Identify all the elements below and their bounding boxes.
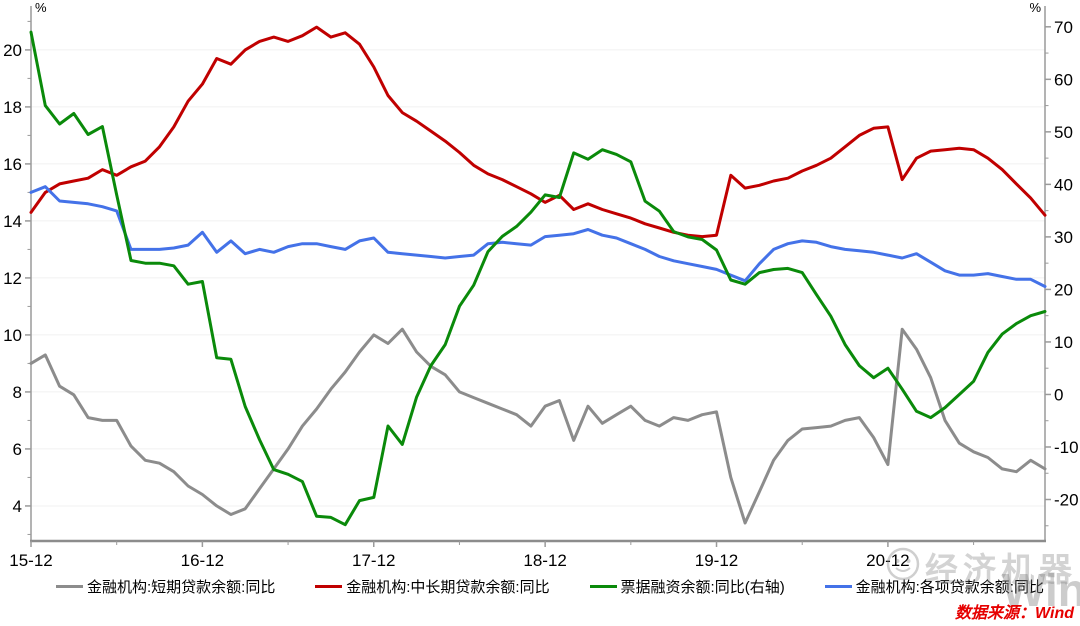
legend-item-2: 票据融资余额:同比(右轴) — [589, 576, 785, 597]
legend-swatch-icon — [315, 585, 343, 588]
legend-label: 金融机构:短期贷款余额:同比 — [87, 579, 276, 596]
y-axis-left-tick-label: 16 — [3, 155, 22, 174]
legend-label: 金融机构:中长期贷款余额:同比 — [346, 579, 550, 596]
y-axis-left-tick-label: 14 — [3, 212, 22, 231]
y-axis-right-tick-label: 0 — [1054, 385, 1063, 404]
y-axis-right-tick-label: 30 — [1054, 228, 1073, 247]
legend-label: 金融机构:各项贷款余额:同比 — [855, 579, 1044, 596]
legend-swatch-icon — [589, 585, 617, 588]
y-axis-right-tick-label: 70 — [1054, 18, 1073, 37]
y-axis-left-tick-label: 6 — [13, 440, 22, 459]
legend-item-3: 金融机构:各项贷款余额:同比 — [824, 576, 1044, 597]
y-axis-right-tick-label: 50 — [1054, 123, 1073, 142]
y-axis-left-unit: % — [35, 0, 47, 15]
legend-swatch-icon — [824, 585, 852, 588]
y-axis-right-tick-label: 60 — [1054, 70, 1073, 89]
legend-swatch-icon — [56, 585, 83, 588]
x-axis-tick-label: 16-12 — [181, 551, 224, 570]
series-line-shortterm — [29, 327, 1047, 525]
y-axis-left-tick-label: 8 — [13, 383, 22, 402]
y-axis-right-tick-label: 10 — [1054, 333, 1073, 352]
x-axis-tick-label: 17-12 — [352, 551, 395, 570]
y-axis-left-tick-label: 18 — [3, 98, 22, 117]
y-axis-right-tick-label: 40 — [1054, 175, 1073, 194]
y-axis-left-tick-label: 4 — [13, 497, 22, 516]
legend-item-1: 金融机构:中长期贷款余额:同比 — [315, 576, 550, 597]
y-axis-right-tick-label: -10 — [1054, 438, 1079, 457]
x-axis-tick-label: 18-12 — [523, 551, 566, 570]
y-axis-right-tick-label: 20 — [1054, 280, 1073, 299]
x-axis-tick-label: 15-12 — [9, 551, 52, 570]
series-line-loans_total — [29, 185, 1047, 288]
data-source-note: 数据来源：Wind — [955, 605, 1074, 622]
y-axis-right-unit: % — [1029, 0, 1041, 15]
y-axis-left-tick-label: 10 — [3, 326, 22, 345]
series-line-bills — [29, 30, 1047, 527]
chart-legend: 金融机构:短期贷款余额:同比 金融机构:中长期贷款余额:同比 票据融资余额:同比(右… — [0, 576, 1080, 597]
y-axis-left-tick-label: 12 — [3, 269, 22, 288]
legend-label: 票据融资余额:同比(右轴) — [620, 579, 785, 596]
y-axis-left-tick-label: 20 — [3, 41, 22, 60]
y-axis-right-tick-label: -20 — [1054, 491, 1079, 510]
chart-canvas: 4 6 8 10 12 14 16 18 20 -20 -10 0 10 20 30 40 50 60 70% % 15… — [3, 0, 1079, 570]
legend-item-0: 金融机构:短期贷款余额:同比 — [56, 576, 275, 597]
x-axis-tick-label: 20-12 — [866, 551, 909, 570]
series-line-mlt — [29, 25, 1047, 239]
x-axis-tick-label: 19-12 — [695, 551, 738, 570]
